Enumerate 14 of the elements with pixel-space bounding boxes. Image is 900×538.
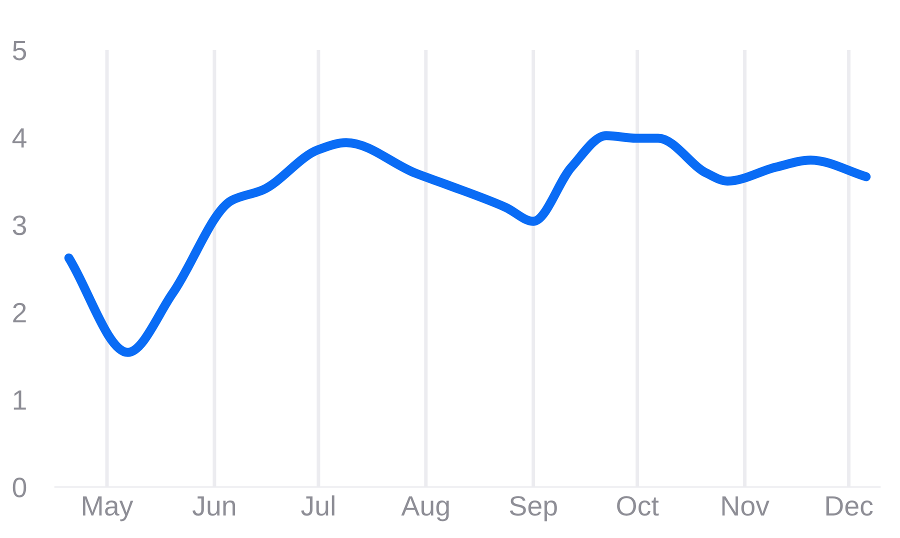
y-tick-label: 1 [14,390,26,410]
y-tick-label: 2 [13,302,26,322]
x-tick-label: Nov [722,496,770,516]
y-tick-label: 3 [12,215,26,236]
x-tick-label: Dec [826,496,873,516]
x-tick-label: Jul [301,495,334,516]
x-tick-label: Sep [510,496,557,522]
x-tick-label: Oct [617,496,659,516]
y-tick-label: 5 [12,40,26,60]
y-tick-label: 4 [12,128,26,148]
x-tick-label: Jun [192,496,236,516]
x-tick-label: Aug [401,496,449,522]
x-tick-label: May [83,496,134,522]
y-tick-label: 0 [12,478,26,498]
